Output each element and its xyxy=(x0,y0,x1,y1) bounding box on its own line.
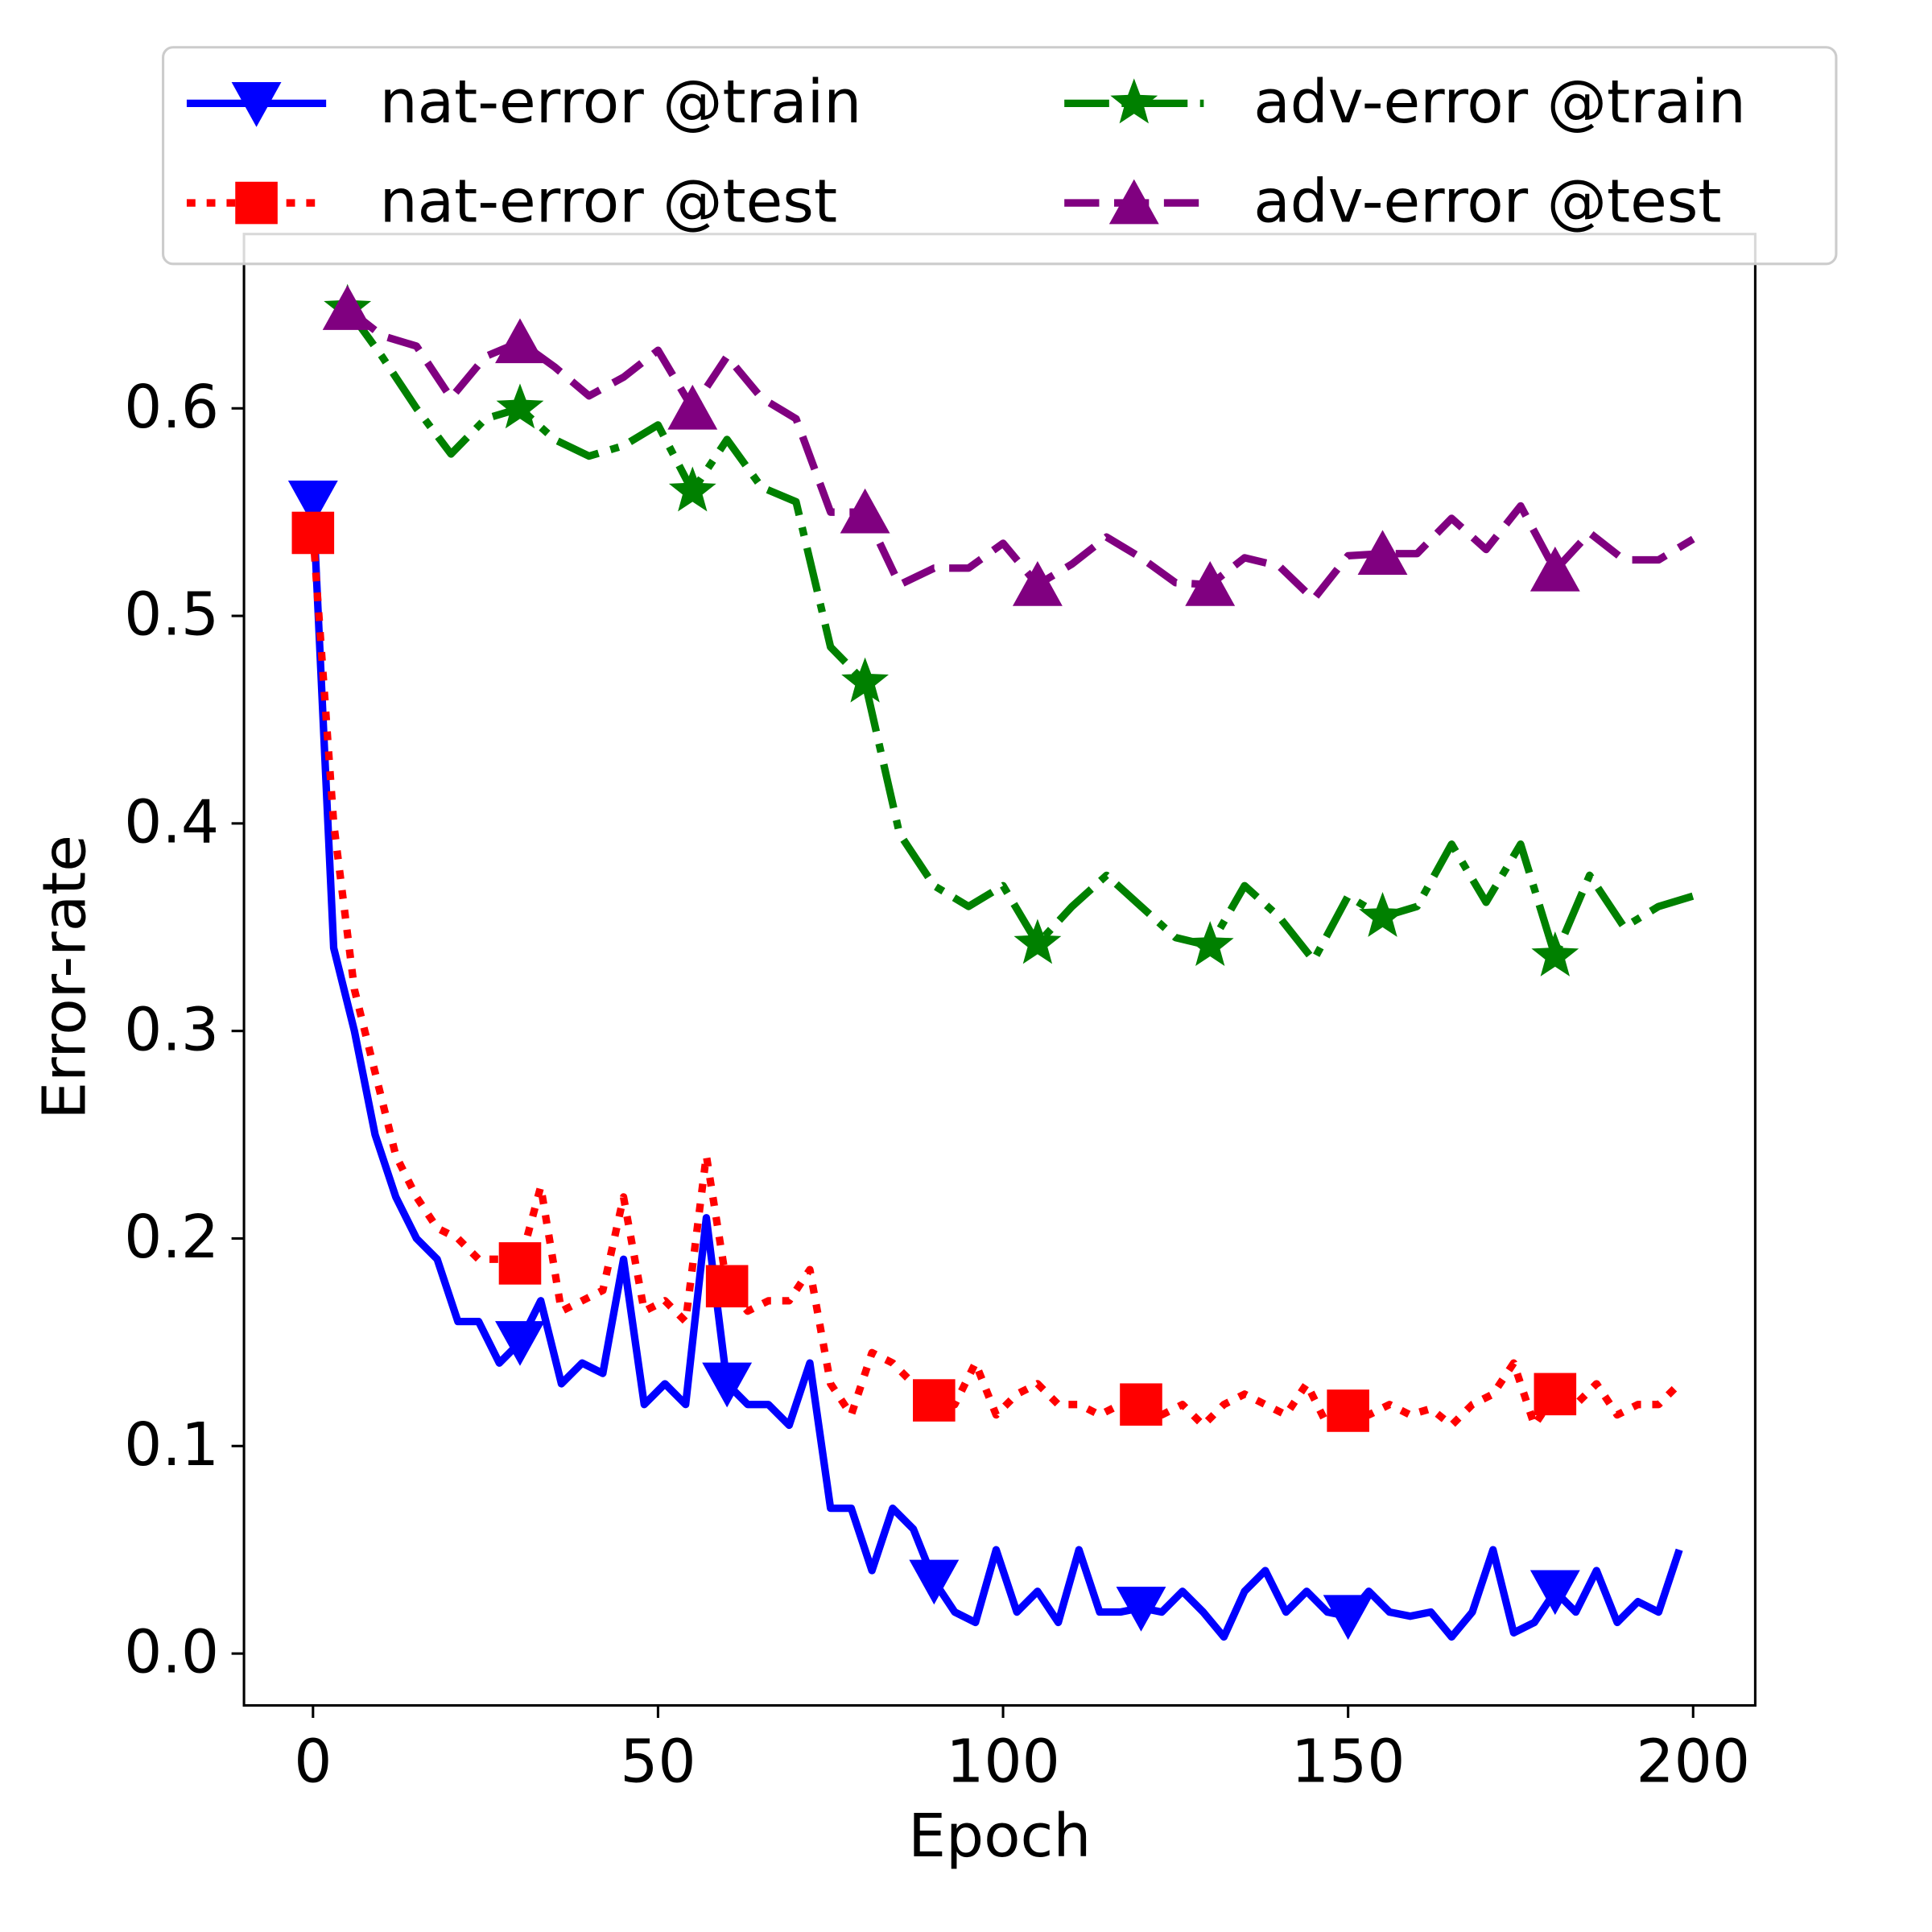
marker xyxy=(668,466,716,512)
legend-marker xyxy=(1110,78,1158,124)
series-line xyxy=(309,532,1682,1430)
x-tick-label: 200 xyxy=(1636,1726,1750,1796)
legend: nat-error @train nat-error @test adv-error… xyxy=(162,46,1838,266)
marker xyxy=(1530,546,1580,592)
y-tick-label: 0.3 xyxy=(124,994,219,1064)
marker xyxy=(667,384,718,430)
marker xyxy=(498,1242,542,1285)
marker xyxy=(1185,561,1236,606)
legend-marker xyxy=(235,181,278,225)
marker xyxy=(1186,921,1234,967)
legend-label: nat-error @train xyxy=(380,67,862,137)
y-tick-label: 0.0 xyxy=(124,1617,219,1687)
marker xyxy=(1120,1383,1162,1426)
y-tick-label: 0.6 xyxy=(124,372,219,442)
marker xyxy=(496,383,544,429)
y-tick-label: 0.2 xyxy=(124,1202,219,1272)
legend-frame xyxy=(162,46,1838,266)
y-tick-label: 0.5 xyxy=(124,580,219,650)
y-tick-label: 0.4 xyxy=(124,786,219,857)
marker xyxy=(1013,919,1062,964)
y-axis-label: Error-rate xyxy=(30,835,100,1120)
marker xyxy=(1323,1595,1373,1641)
marker xyxy=(1359,891,1406,937)
series-line xyxy=(344,306,1695,964)
series-line xyxy=(345,305,1695,604)
x-tick-label: 150 xyxy=(1291,1726,1406,1796)
marker xyxy=(495,318,545,364)
marker xyxy=(1534,1373,1577,1416)
x-tick-label: 0 xyxy=(294,1726,332,1796)
marker xyxy=(1531,931,1579,976)
marker xyxy=(291,511,335,555)
x-axis-label: Epoch xyxy=(908,1801,1091,1871)
marker xyxy=(840,488,890,534)
x-tick-label: 100 xyxy=(946,1726,1060,1796)
marker xyxy=(1530,1570,1580,1616)
legend-label: adv-error @test xyxy=(1253,167,1721,237)
legend-marker xyxy=(1108,179,1159,225)
marker xyxy=(913,1379,956,1422)
marker xyxy=(287,481,338,526)
x-tick-label: 50 xyxy=(620,1726,696,1796)
legend-marker xyxy=(231,82,282,127)
legend-label: nat-error @test xyxy=(380,167,837,237)
marker xyxy=(702,1362,753,1408)
marker xyxy=(1012,561,1063,606)
marker xyxy=(841,657,890,703)
marker xyxy=(909,1559,960,1605)
legend-label: adv-error @train xyxy=(1253,67,1746,137)
marker xyxy=(1116,1587,1166,1632)
marker xyxy=(1357,530,1408,576)
y-tick-label: 0.1 xyxy=(124,1410,219,1480)
series-line xyxy=(309,502,1683,1641)
marker xyxy=(495,1321,545,1366)
marker xyxy=(322,285,373,330)
marker xyxy=(1327,1389,1369,1432)
marker xyxy=(705,1265,749,1308)
plot-frame xyxy=(242,233,1757,1707)
